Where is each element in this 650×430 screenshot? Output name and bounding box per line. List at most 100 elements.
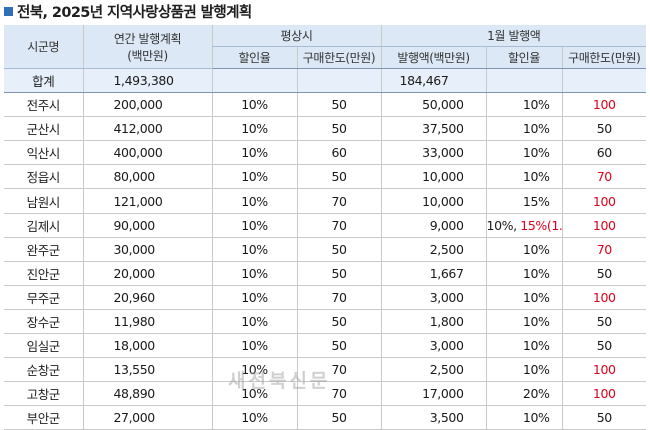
table-row: 군산시 412,000 10% 50 37,500 10% 50 (4, 116, 647, 142)
regular-discount-cell: 10% (211, 285, 297, 310)
january-discount-cell: 10% (485, 237, 563, 262)
regular-limit-cell: 70 (296, 188, 382, 214)
january-limit-cell: 50 (561, 116, 647, 142)
january-limit-cell: 50 (561, 309, 647, 335)
annual-plan-cell: 20,960 (82, 285, 212, 310)
region-cell: 고창군 (4, 381, 83, 407)
regular-discount-cell: 10% (211, 140, 297, 166)
table-row: 무주군 20,960 10% 70 3,000 10% 100 (4, 285, 647, 310)
region-cell: 익산시 (4, 140, 83, 166)
january-limit-cell: 100 (561, 92, 647, 118)
region-cell: 김제시 (4, 213, 83, 238)
table-row: 임실군 18,000 10% 50 3,000 10% 50 (4, 333, 647, 359)
table-row: 진안군 20,000 10% 50 1,667 10% 50 (4, 261, 647, 286)
january-limit-cell: 100 (561, 213, 647, 238)
january-limit-cell: 70 (561, 164, 647, 190)
watermark: 새전북신문 (228, 370, 331, 392)
january-discount-cell: 10% (485, 164, 563, 190)
january-discount-cell: 15% (485, 188, 563, 214)
regular-limit-cell: 70 (296, 357, 382, 383)
regular-limit-cell: 50 (296, 92, 382, 118)
january-limit-cell: 50 (561, 261, 647, 286)
regular-discount-cell: 10% (211, 237, 297, 262)
january-discount-cell: 10% (485, 333, 563, 359)
table-row: 전주시 200,000 10% 50 50,000 10% 100 (4, 92, 647, 118)
regular-discount-cell: 10% (211, 213, 297, 238)
regular-limit-cell: 70 (296, 285, 382, 310)
regular-discount-cell: 10% (211, 381, 297, 407)
header-annual: 연간 발행계획 (백만원) (82, 25, 212, 69)
january-limit-cell: 70 (561, 237, 647, 262)
special-discount-note: 15%(1.22~31) (520, 217, 563, 233)
regular-limit-cell: 50 (296, 261, 382, 286)
total-amount: 184,467 (380, 68, 487, 94)
annual-plan-cell: 27,000 (82, 405, 212, 430)
header-january-discount: 할인율 (485, 46, 563, 69)
regular-discount-cell: 10% (211, 309, 297, 335)
annual-plan-cell: 18,000 (82, 333, 212, 359)
region-cell: 무주군 (4, 285, 83, 310)
table-row: 남원시 121,000 10% 70 10,000 15% 100 (4, 188, 647, 214)
january-discount-cell: 10%, 15%(1.22~31) (485, 213, 563, 238)
header-regular-discount: 할인율 (211, 46, 297, 69)
region-cell: 전주시 (4, 92, 83, 118)
january-limit-cell: 60 (561, 140, 647, 166)
regular-discount-cell: 10% (211, 261, 297, 286)
january-limit-cell: 100 (561, 381, 647, 407)
table-row: 익산시 400,000 10% 60 33,000 10% 60 (4, 140, 647, 166)
region-cell: 군산시 (4, 116, 83, 142)
region-cell: 임실군 (4, 333, 83, 359)
regular-discount-cell: 10% (211, 333, 297, 359)
region-cell: 순창군 (4, 357, 83, 383)
january-amount-cell: 2,500 (380, 237, 487, 262)
region-cell: 완주군 (4, 237, 83, 262)
january-amount-cell: 1,800 (380, 309, 487, 335)
january-amount-cell: 17,000 (380, 381, 487, 407)
table-row: 완주군 30,000 10% 50 2,500 10% 70 (4, 237, 647, 262)
region-cell: 부안군 (4, 405, 83, 430)
header-region: 시군명 (4, 25, 83, 69)
annual-plan-cell: 80,000 (82, 164, 212, 190)
january-discount-cell: 10% (485, 140, 563, 166)
annual-plan-cell: 20,000 (82, 261, 212, 286)
regular-limit-cell: 50 (296, 405, 382, 430)
january-discount-cell: 10% (485, 285, 563, 310)
january-limit-cell: 100 (561, 357, 647, 383)
page-title: 전북, 2025년 지역사랑상품권 발행계획 (4, 3, 252, 23)
annual-plan-cell: 11,980 (82, 309, 212, 335)
january-amount-cell: 3,000 (380, 333, 487, 359)
region-cell: 정읍시 (4, 164, 83, 190)
table-row: 고창군 48,890 10% 70 17,000 20% 100 (4, 381, 647, 407)
table-row: 순창군 13,550 10% 70 2,500 10% 100 (4, 357, 647, 383)
regular-discount-cell: 10% (211, 357, 297, 383)
annual-plan-cell: 400,000 (82, 140, 212, 166)
january-limit-cell: 50 (561, 333, 647, 359)
january-amount-cell: 2,500 (380, 357, 487, 383)
header-january-amount: 발행액(백만원) (380, 46, 487, 69)
regular-limit-cell: 50 (296, 116, 382, 142)
january-discount-cell: 10% (485, 116, 563, 142)
annual-plan-cell: 121,000 (82, 188, 212, 214)
january-discount-cell: 20% (485, 381, 563, 407)
total-row: 합계 1,493,380 184,467 (4, 68, 647, 94)
annual-plan-cell: 30,000 (82, 237, 212, 262)
annual-plan-cell: 13,550 (82, 357, 212, 383)
january-discount-cell: 10% (485, 405, 563, 430)
january-amount-cell: 33,000 (380, 140, 487, 166)
regular-limit-cell: 50 (296, 333, 382, 359)
january-amount-cell: 10,000 (380, 164, 487, 190)
regular-discount-cell: 10% (211, 164, 297, 190)
table-row: 정읍시 80,000 10% 50 10,000 10% 70 (4, 164, 647, 190)
annual-plan-cell: 90,000 (82, 213, 212, 238)
january-amount-cell: 1,667 (380, 261, 487, 286)
table-row: 부안군 27,000 10% 50 3,500 10% 50 (4, 405, 647, 430)
region-cell: 남원시 (4, 188, 83, 214)
annual-plan-cell: 48,890 (82, 381, 212, 407)
january-amount-cell: 3,000 (380, 285, 487, 310)
regular-discount-cell: 10% (211, 188, 297, 214)
header-january-limit: 구매한도(만원) (561, 46, 647, 69)
january-discount-cell: 10% (485, 357, 563, 383)
january-discount-cell: 10% (485, 261, 563, 286)
regular-discount-cell: 10% (211, 92, 297, 118)
